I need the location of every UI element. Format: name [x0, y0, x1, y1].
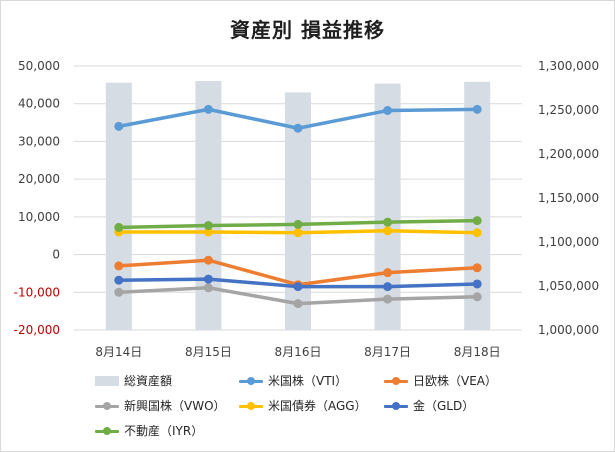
y-right-tick-label: 1,300,000	[538, 59, 599, 73]
series-point-4	[114, 275, 124, 285]
legend-item: 米国株（VTI）	[239, 372, 347, 389]
series-point-3	[203, 227, 213, 237]
series-point-1	[114, 261, 124, 271]
legend-label: 不動産（IYR）	[124, 424, 204, 438]
y-left-tick-label: 40,000	[18, 97, 60, 111]
series-point-2	[114, 287, 124, 297]
series-point-4	[293, 282, 303, 292]
series-point-0	[383, 106, 393, 116]
series-point-1	[203, 255, 213, 265]
y-right-tick-label: 1,150,000	[538, 191, 599, 205]
y-left-tick-label: 50,000	[18, 59, 60, 73]
series-point-3	[293, 228, 303, 238]
y-left-tick-label: -10,000	[14, 285, 60, 299]
legend-item: 米国債券（AGG）	[239, 397, 367, 414]
series-point-0	[472, 104, 482, 114]
y-left-tick-label: 0	[52, 248, 60, 262]
legend-swatch	[95, 401, 119, 411]
chart-title: 資産別 損益推移	[230, 18, 385, 42]
series-point-0	[293, 123, 303, 133]
series-point-3	[383, 226, 393, 236]
legend-swatch	[95, 375, 119, 386]
bar-total-assets	[464, 81, 491, 330]
bar-total-assets	[195, 80, 222, 331]
series-point-2	[383, 294, 393, 304]
y-right-tick-label: 1,250,000	[538, 103, 599, 117]
x-tick-label: 8月18日	[454, 345, 501, 359]
legend-item: 金（GLD）	[384, 397, 474, 414]
legend-swatch	[384, 401, 408, 411]
series-point-2	[203, 283, 213, 293]
series-point-5	[293, 219, 303, 229]
series-point-5	[203, 221, 213, 231]
x-tick-label: 8月15日	[185, 345, 232, 359]
legend-label: 日欧株（VEA）	[413, 374, 498, 388]
series-point-1	[383, 268, 393, 278]
legend-label: 米国株（VTI）	[268, 374, 348, 388]
series-point-5	[472, 216, 482, 226]
series-point-5	[114, 222, 124, 232]
legend-item: 不動産（IYR）	[95, 422, 203, 439]
legend-label: 総資産額	[124, 374, 173, 388]
legend-swatch	[239, 376, 263, 386]
legend-item: 日欧株（VEA）	[384, 372, 497, 389]
legend-label: 米国債券（AGG）	[268, 399, 367, 413]
x-tick-label: 8月16日	[275, 345, 322, 359]
legend-item: 総資産額	[95, 372, 172, 389]
y-left-tick-label: 10,000	[18, 210, 60, 224]
y-right-tick-label: 1,000,000	[538, 323, 599, 337]
x-tick-label: 8月17日	[364, 345, 411, 359]
series-point-4	[472, 279, 482, 289]
y-left-tick-label: 20,000	[18, 172, 60, 186]
series-point-0	[203, 104, 213, 114]
series-point-2	[293, 299, 303, 309]
y-right-tick-label: 1,050,000	[538, 279, 599, 293]
series-point-1	[472, 263, 482, 273]
series-point-0	[114, 121, 124, 131]
y-right-tick-label: 1,200,000	[538, 147, 599, 161]
x-tick-label: 8月14日	[95, 345, 142, 359]
legend-swatch	[384, 376, 408, 386]
series-point-3	[472, 228, 482, 238]
y-left-tick-label: 30,000	[18, 134, 60, 148]
series-point-4	[203, 274, 213, 284]
legend-swatch	[239, 401, 263, 411]
bar-total-assets	[374, 83, 401, 330]
series-point-4	[383, 282, 393, 292]
legend-label: 新興国株（VWO）	[124, 399, 226, 413]
series-point-5	[383, 217, 393, 227]
y-right-tick-label: 1,100,000	[538, 235, 599, 249]
y-left-tick-label: -20,000	[14, 323, 60, 337]
legend-swatch	[95, 426, 119, 436]
series-point-2	[472, 292, 482, 302]
legend-label: 金（GLD）	[413, 399, 475, 413]
legend-item: 新興国株（VWO）	[95, 397, 226, 414]
